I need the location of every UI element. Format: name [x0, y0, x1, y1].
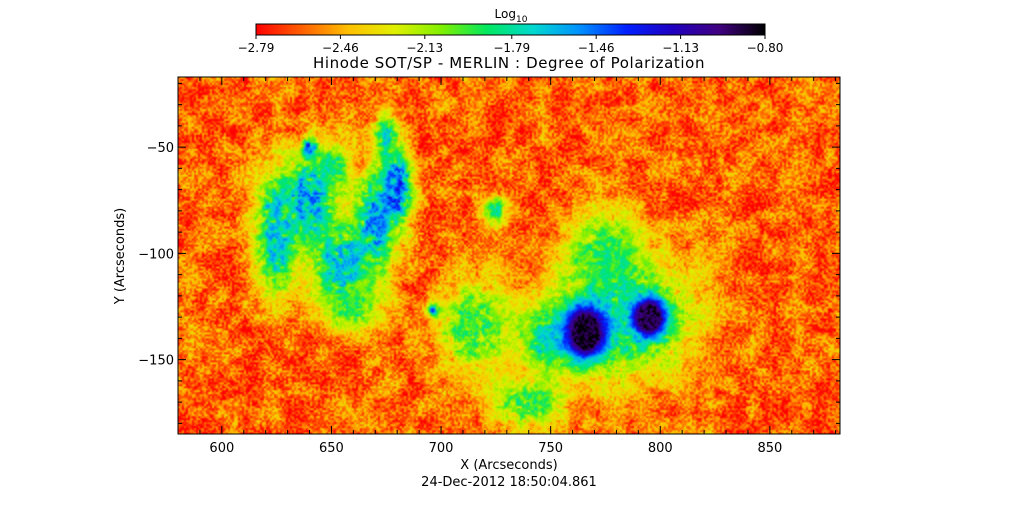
x-tick-label: 800 [648, 441, 673, 456]
y-tick-label: −100 [138, 247, 174, 262]
colorbar-tick-label: −2.46 [322, 41, 359, 55]
colorbar-ticks: −2.79 −2.46 −2.13 −1.79 −1.46 −1.13 −0.80 [238, 35, 784, 55]
plot-area: 600 650 700 750 800 850 −50 −100 −150 [138, 76, 841, 456]
chart-title: Hinode SOT/SP - MERLIN : Degree of Polar… [313, 54, 705, 72]
plot-frame [177, 76, 841, 435]
x-tick-label: 600 [209, 441, 234, 456]
observation-date: 24-Dec-2012 18:50:04.861 [421, 475, 597, 490]
x-tick-label: 650 [319, 441, 344, 456]
colorbar-tick-label: −2.13 [406, 41, 443, 55]
colorbar-tick-label: −1.46 [578, 41, 615, 55]
y-axis-label: Y (Arcseconds) [113, 208, 128, 305]
heatmap-image [178, 77, 840, 434]
colorbar-tick-label: −2.79 [238, 41, 275, 55]
colorbar-tick-label: −0.80 [747, 41, 784, 55]
colorbar: Log10 −2.79 −2.46 −2.13 −1.79 −1.46 −1.13 −0.8… [238, 7, 784, 55]
colorbar-label: Log10 [495, 7, 528, 25]
x-axis-label: X (Arcseconds) [460, 458, 557, 473]
x-axis: 600 650 700 750 800 850 [177, 77, 837, 456]
colorbar-tick-label: −1.79 [493, 41, 530, 55]
x-tick-label: 700 [429, 441, 454, 456]
colorbar-tick-label: −1.13 [662, 41, 699, 55]
y-axis: −50 −100 −150 [138, 82, 840, 424]
x-tick-label: 750 [538, 441, 563, 456]
y-tick-label: −150 [138, 354, 174, 369]
x-tick-label: 850 [757, 441, 782, 456]
y-tick-label: −50 [147, 141, 174, 156]
colorbar-ramp [255, 23, 766, 36]
